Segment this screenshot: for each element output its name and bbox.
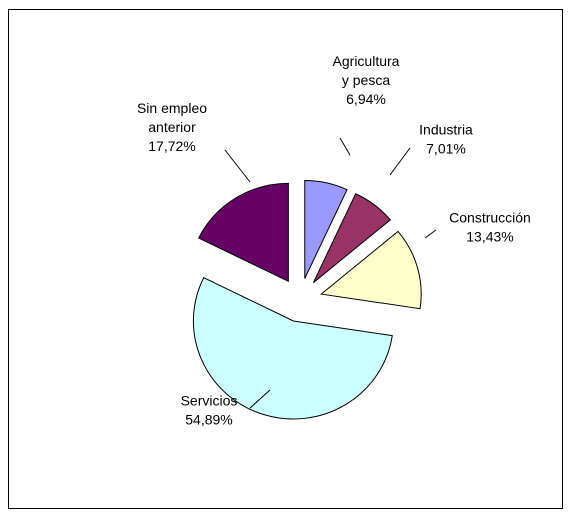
pie-slice-servicios: [192, 277, 393, 420]
leader-line: [339, 137, 351, 156]
pie-slice-industria: [312, 193, 391, 283]
leader-line: [224, 149, 251, 183]
data-label-value: 7,01%: [426, 141, 466, 157]
data-label-value: 6,94%: [346, 91, 386, 107]
leader-line: [249, 389, 271, 409]
data-label-value: 13,43%: [466, 229, 513, 245]
data-label-category: Servicios: [181, 393, 238, 409]
data-label-category: Construcción: [449, 210, 531, 226]
leader-line: [389, 147, 411, 176]
data-label-value: 54,89%: [185, 412, 232, 428]
data-label: Industria 7,01%: [419, 122, 473, 157]
data-label: Agricultura y pesca 6,94%: [333, 53, 400, 107]
data-label: Sin empleo anterior 17,72%: [137, 100, 207, 154]
data-label-category: Agricultura: [333, 53, 400, 69]
pie-slice-construcción: [319, 230, 422, 310]
pie-slice-agricultura-y-pesca: [304, 180, 348, 279]
data-label-category: y pesca: [342, 72, 390, 88]
data-label-category: Sin empleo: [137, 100, 207, 116]
data-label: Construcción 13,43%: [449, 210, 531, 245]
pie-slice-sin-empleo-anterior: [197, 182, 289, 283]
data-label-value: 17,72%: [148, 138, 195, 154]
data-label-category: Industria: [419, 122, 473, 138]
data-label-category: anterior: [148, 119, 196, 135]
leader-line: [424, 229, 437, 239]
data-label: Servicios 54,89%: [181, 393, 238, 428]
